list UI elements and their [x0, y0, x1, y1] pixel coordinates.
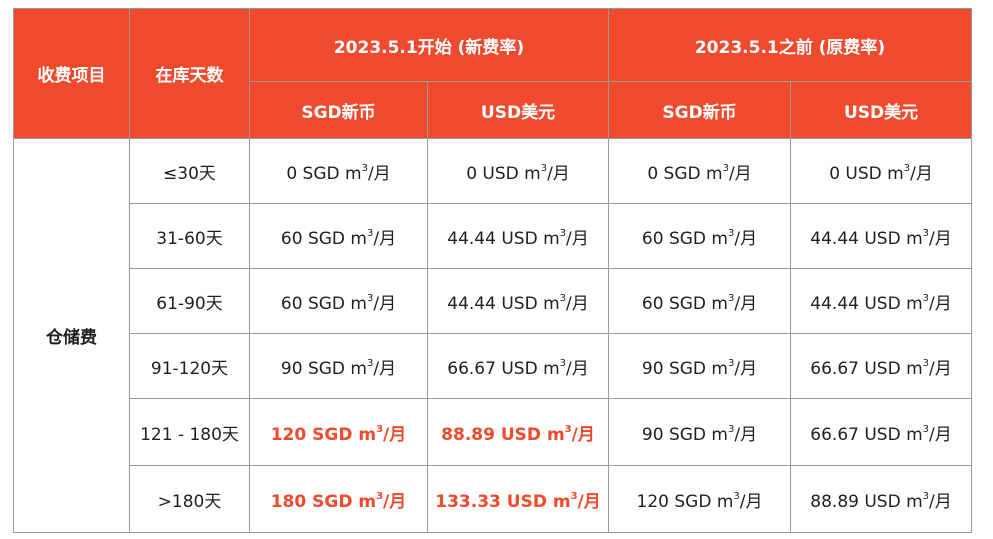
old-sgd-cell: 0 SGD m3/月 — [608, 138, 792, 204]
new-usd-cell: 0 USD m3/月 — [426, 138, 610, 204]
header-old-sgd: SGD新币 — [608, 81, 792, 139]
days-cell: 31-60天 — [129, 203, 250, 269]
old-usd-cell: 44.44 USD m3/月 — [790, 268, 973, 334]
days-cell: ≤30天 — [129, 138, 250, 204]
days-cell: >180天 — [129, 465, 250, 533]
table-row: 仓储费 ≤30天 0 SGD m3/月 0 USD m3/月 0 SGD m3/… — [13, 138, 973, 533]
header-old-rate-group: 2023.5.1之前 (原费率) — [608, 8, 973, 82]
header-old-usd: USD美元 — [790, 81, 973, 139]
new-usd-cell: 66.67 USD m3/月 — [426, 333, 610, 399]
header-new-rate-group: 2023.5.1开始 (新费率) — [248, 8, 610, 82]
header-storage-days: 在库天数 — [129, 8, 250, 139]
new-sgd-cell-highlighted: 180 SGD m3/月 — [249, 465, 428, 533]
old-sgd-cell: 60 SGD m3/月 — [608, 203, 792, 269]
old-usd-cell: 44.44 USD m3/月 — [790, 203, 973, 269]
old-usd-cell: 0 USD m3/月 — [790, 138, 973, 204]
days-cell: 91-120天 — [129, 333, 250, 399]
header-fee-item: 收费项目 — [13, 8, 130, 139]
category-cell: 仓储费 — [13, 138, 130, 533]
table-row: 91-120天 90 SGD m3/月 66.67 USD m3/月 90 SG… — [14, 333, 973, 399]
days-cell: 61-90天 — [129, 268, 250, 334]
old-usd-cell: 66.67 USD m3/月 — [790, 398, 973, 466]
old-sgd-cell: 60 SGD m3/月 — [608, 268, 792, 334]
new-sgd-cell: 90 SGD m3/月 — [249, 333, 428, 399]
new-usd-cell-highlighted: 133.33 USD m3/月 — [426, 465, 610, 533]
new-usd-cell: 44.44 USD m3/月 — [426, 203, 610, 269]
table-body: 仓储费 ≤30天 0 SGD m3/月 0 USD m3/月 0 SGD m3/… — [13, 138, 973, 533]
old-usd-cell: 66.67 USD m3/月 — [790, 333, 973, 399]
new-sgd-cell: 60 SGD m3/月 — [249, 203, 428, 269]
new-sgd-cell: 0 SGD m3/月 — [249, 138, 428, 204]
table-row: >180天 180 SGD m3/月 133.33 USD m3/月 120 S… — [14, 465, 973, 533]
table-row: 61-90天 60 SGD m3/月 44.44 USD m3/月 60 SGD… — [14, 268, 973, 334]
header-new-usd: USD美元 — [426, 81, 610, 139]
old-sgd-cell: 90 SGD m3/月 — [608, 333, 792, 399]
old-sgd-cell: 120 SGD m3/月 — [608, 465, 792, 533]
new-usd-cell: 44.44 USD m3/月 — [426, 268, 610, 334]
table-row: 121 - 180天 120 SGD m3/月 88.89 USD m3/月 9… — [14, 398, 973, 466]
new-sgd-cell: 60 SGD m3/月 — [249, 268, 428, 334]
new-usd-cell-highlighted: 88.89 USD m3/月 — [426, 398, 610, 466]
storage-fee-table: 收费项目 在库天数 2023.5.1开始 (新费率) 2023.5.1之前 (原… — [13, 8, 973, 533]
old-usd-cell: 88.89 USD m3/月 — [790, 465, 973, 533]
old-sgd-cell: 90 SGD m3/月 — [608, 398, 792, 466]
header-new-sgd: SGD新币 — [249, 81, 428, 139]
new-sgd-cell-highlighted: 120 SGD m3/月 — [249, 398, 428, 466]
days-cell: 121 - 180天 — [129, 398, 250, 466]
table-row: 31-60天 60 SGD m3/月 44.44 USD m3/月 60 SGD… — [14, 203, 973, 269]
